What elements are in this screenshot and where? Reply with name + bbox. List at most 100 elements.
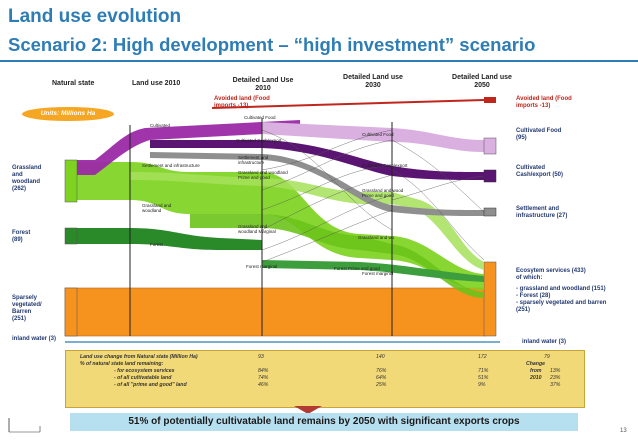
table-2030-eco: 76% xyxy=(376,368,387,374)
flow-forest xyxy=(65,228,262,250)
flow-mixing-lines xyxy=(261,129,485,263)
node-settlement xyxy=(483,207,497,217)
label-avoided-2010-line1: Avoided land (Food xyxy=(214,96,270,102)
down-arrow-icon xyxy=(294,406,322,414)
col-detailed-2030-label: Detailed Land use 2030 xyxy=(343,74,403,89)
logo-icon xyxy=(8,418,41,433)
label-sparsely-line4: (251) xyxy=(12,316,27,322)
flow-grassland xyxy=(65,162,484,290)
label-cult-cash-right-line2: Cash/export (50) xyxy=(516,172,564,178)
table-2030-total: 140 xyxy=(376,354,385,360)
label-grassland-line3: woodland xyxy=(12,179,40,185)
label-avoided-right-line1: Avoided land (Food xyxy=(516,96,572,102)
label-forest-marginal: Forest marginal xyxy=(246,264,278,269)
label-cult-food-right: Cultivated Food (95) xyxy=(516,128,561,142)
label-gw-prime-line1: Grassland and woodland xyxy=(238,170,288,175)
label-grassland-line2: and xyxy=(12,172,23,178)
table-2010-eco: 84% xyxy=(258,368,269,374)
label-cult-cash-right-line1: Cultivated xyxy=(516,165,546,171)
column-dividers xyxy=(129,118,393,336)
col-detailed-2010: Detailed Land Use 2010 xyxy=(228,77,298,93)
label-avoided-2010-line2: imports -13) xyxy=(214,103,249,109)
flow-cultivated xyxy=(65,120,300,175)
table-2050-cult: 51% xyxy=(478,375,489,381)
label-cult-food-2030: Cultivated Food xyxy=(362,132,394,137)
table-2050-total: 172 xyxy=(478,354,487,360)
units-badge: Units: Millions Ha xyxy=(22,107,114,121)
label-forest-line1: Forest xyxy=(12,230,31,236)
node-cult-food xyxy=(483,137,497,155)
label-settlement-detail-line1: Settlement and xyxy=(238,155,269,160)
flow-forest-marginal xyxy=(262,260,484,282)
flow-cultivated-food xyxy=(262,122,484,152)
col-detailed-2030: Detailed Land use 2030 xyxy=(340,74,406,90)
slide-title: Land use evolution xyxy=(8,6,182,27)
table-change-label-3: 2010 xyxy=(530,375,542,381)
label-cult-cash-2030: Cultivated Cash/export xyxy=(362,163,408,168)
label-sparsely-line2: vegetated/ xyxy=(12,302,42,308)
label-eco-line1: Ecosytem services (433) xyxy=(516,268,586,274)
title-divider xyxy=(0,60,638,62)
label-gw-2010: Grassland and woodland xyxy=(142,203,171,213)
label-cultivated-cash-2010: Cultivated Cash/export xyxy=(236,138,282,143)
flow-sparsely-vegetated xyxy=(64,287,486,337)
col-detailed-2050: Detailed Land use 2050 xyxy=(446,74,518,90)
flow-grassland-prime xyxy=(130,172,484,270)
label-avoided-right: Avoided land (Food imports -13) xyxy=(516,96,572,110)
summary-table: Land use change from Natural state (Mill… xyxy=(65,350,585,408)
node-cult-cash xyxy=(483,169,497,183)
conclusion-banner: 51% of potentially cultivatable land rem… xyxy=(70,413,578,431)
label-settlement-right: Settlement and infrastructure (27) xyxy=(516,206,567,220)
label-eco-line2: of which: xyxy=(516,275,543,281)
label-sparsely-line3: Barren xyxy=(12,309,32,315)
label-grass-marg-2030: Grassland and wo xyxy=(358,235,395,240)
label-settlement-2010: Settlement and infrastructure xyxy=(142,163,200,168)
table-2010-total: 93 xyxy=(258,354,264,360)
flow-settlement xyxy=(150,152,484,216)
col-detailed-2010-label: Detailed Land Use 2010 xyxy=(232,77,294,92)
label-eco-line3: - grassland and woodland (151) xyxy=(516,286,606,292)
table-subheader: % of natural state land remaining: xyxy=(80,361,164,367)
page-number: 13 xyxy=(620,428,627,434)
label-settlement-detail-line2: infrastructure xyxy=(238,160,265,165)
node-forest xyxy=(64,227,78,245)
table-change-label: Change xyxy=(526,361,546,367)
table-change-prime: 37% xyxy=(550,382,561,388)
label-gw-2010-line1: Grassland and xyxy=(142,203,172,208)
label-grassland-line4: (262) xyxy=(12,186,27,192)
label-forest-line2: (89) xyxy=(12,237,23,243)
label-inland-right: inland water (3) xyxy=(522,339,567,345)
table-2050-eco: 71% xyxy=(478,368,489,374)
label-cult-food-right-line2: (95) xyxy=(516,135,527,141)
table-change-eco: 13% xyxy=(550,368,561,374)
label-eco-line5: - sparsely vegetated and barren xyxy=(516,300,607,306)
node-sparsely xyxy=(64,287,78,337)
node-grassland xyxy=(64,159,78,203)
label-cult-cash-right: Cultivated Cash/export (50) xyxy=(516,165,563,179)
table-header: Land use change from Natural state (Mill… xyxy=(80,354,198,360)
col-land-use-2010: Land use 2010 xyxy=(132,80,181,87)
table-row-prime: - of all "prime and good" land xyxy=(114,382,187,388)
label-inland-left: inland water (3) xyxy=(12,336,57,342)
table-change-cult: 23% xyxy=(550,375,561,381)
label-gw-prime: Grassland and woodland Prime and good xyxy=(238,170,288,180)
label-forest-prime: Forest Prime and good xyxy=(334,266,380,271)
col-natural-state: Natural state xyxy=(52,80,95,87)
table-row-ecosystem: - for ecosystem services xyxy=(114,368,175,374)
node-ecosystem xyxy=(483,261,497,337)
label-sparsely-line1: Sparsely xyxy=(12,295,38,301)
flow-cultivated-cash xyxy=(150,140,484,180)
label-settlement-right-line1: Settlement and xyxy=(516,206,560,212)
table-change-total: 79 xyxy=(544,354,550,360)
label-gw-2010-line2: woodland xyxy=(142,208,162,213)
table-row-cultivatable: - of all cultivatable land xyxy=(114,375,172,381)
label-grassland-line1: Grassland xyxy=(12,165,42,171)
flow-avoided-land xyxy=(211,99,485,109)
node-avoided xyxy=(484,97,496,103)
label-avoided-right-line2: imports -13) xyxy=(516,103,551,109)
label-gw-marginal-line2: woodland Marginal xyxy=(238,229,276,234)
label-cult-food-right-line1: Cultivated Food xyxy=(516,128,562,134)
slide-subtitle: Scenario 2: High development – “high inv… xyxy=(8,34,536,55)
label-cultivated: Cultivated xyxy=(150,123,171,128)
label-grass-prime-2030-line2: Prime and good xyxy=(362,193,394,198)
